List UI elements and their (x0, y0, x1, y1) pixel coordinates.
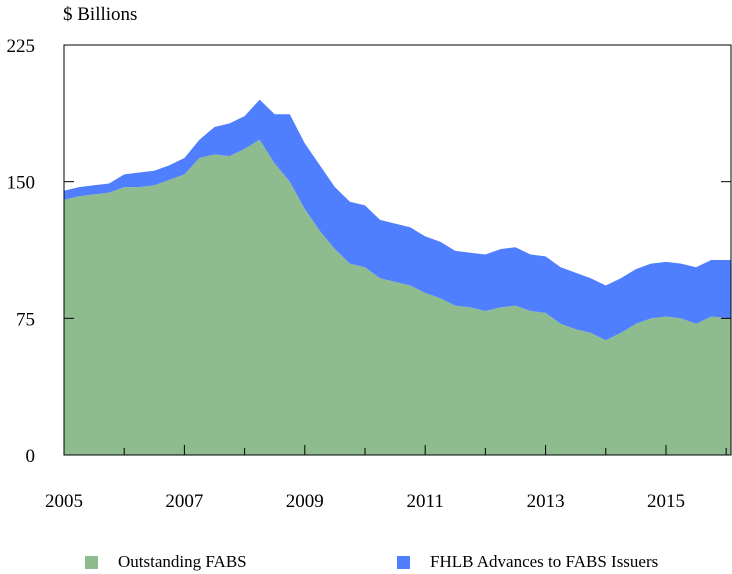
plot-frame (63, 44, 732, 456)
legend-swatch-outstanding-fabs (85, 555, 98, 569)
legend-label-fhlb-advances: FHLB Advances to FABS Issuers (430, 552, 659, 571)
area-chart: 0 75 150 225 2005 2007 2009 2011 2013 2015 (7, 36, 732, 512)
x-tick-label: 2005 (45, 491, 83, 512)
x-tick-label: 2011 (407, 491, 444, 512)
legend-label-outstanding-fabs: Outstanding FABS (118, 552, 247, 571)
x-tick-label: 2007 (165, 491, 203, 512)
area-fhlb-advances-to-fabs-issuers (64, 99, 731, 341)
legend-item-outstanding-fabs: Outstanding FABS (85, 552, 247, 572)
area-outstanding-fabs (64, 139, 731, 455)
plot-border (63, 44, 732, 456)
legend-item-fhlb-advances: FHLB Advances to FABS Issuers (397, 552, 658, 572)
x-tick-label: 2013 (527, 491, 565, 512)
y-axis: 0 75 150 225 (7, 36, 731, 467)
x-tick-label: 2015 (647, 491, 685, 512)
y-tick-label: 0 (26, 446, 36, 467)
x-axis: 2005 2007 2009 2011 2013 2015 (45, 445, 727, 512)
y-tick-label: 225 (7, 36, 36, 57)
series-areas (64, 99, 731, 455)
y-axis-title: $ Billions (63, 4, 138, 25)
y-tick-label: 150 (7, 173, 36, 194)
legend: Outstanding FABS FHLB Advances to FABS I… (0, 552, 732, 574)
x-tick-label: 2009 (286, 491, 324, 512)
y-tick-label: 75 (16, 309, 35, 330)
legend-swatch-fhlb-advances (397, 555, 410, 569)
